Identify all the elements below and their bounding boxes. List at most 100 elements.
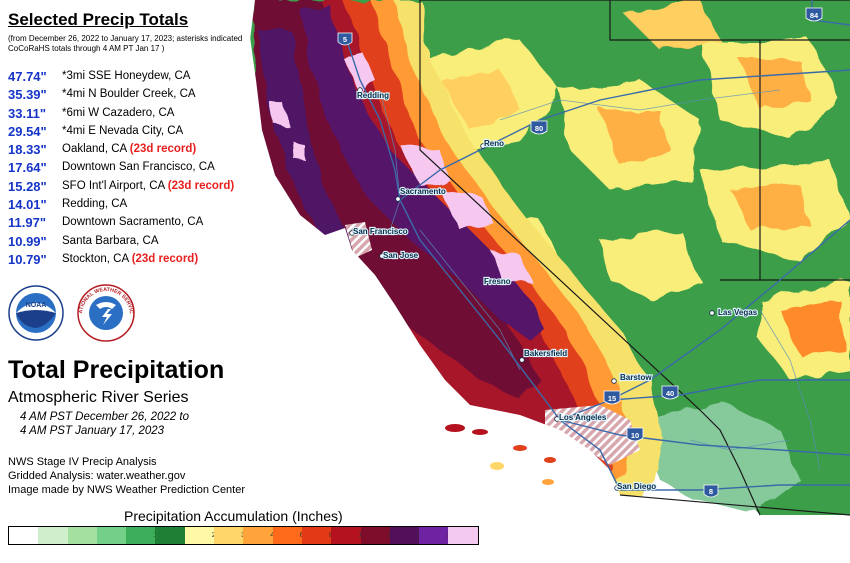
city-reno: Reno	[480, 138, 505, 149]
total-value: 18.33"	[8, 142, 47, 158]
agency-logos: NOAA NATIONAL WEATHER SERVICE	[6, 279, 148, 348]
record-badge: (23d record)	[129, 143, 197, 156]
svg-text:San Diego: San Diego	[617, 482, 656, 491]
credits: NWS Stage IV Precip Analysis Gridded Ana…	[8, 455, 245, 497]
total-location: SFO Int'l Airport, CA	[62, 179, 165, 192]
legend-swatch: 2	[184, 527, 216, 544]
svg-text:40: 40	[666, 389, 674, 398]
svg-text:Bakersfield: Bakersfield	[524, 349, 567, 358]
svg-text:Las Vegas: Las Vegas	[718, 308, 758, 317]
city-barstow: Barstow	[611, 372, 653, 384]
svg-text:15: 15	[608, 394, 616, 403]
legend-swatch: 8	[301, 527, 333, 544]
city-los-angeles: Los Angeles	[554, 412, 608, 423]
total-value: 15.28"	[8, 178, 47, 194]
city-las-vegas: Las Vegas	[709, 307, 759, 318]
legend-tick-label: 2	[212, 530, 216, 539]
city-san-diego: San Diego	[614, 481, 657, 492]
city-fresno: Fresno	[483, 276, 512, 287]
legend-swatch	[96, 527, 127, 544]
state-borders	[419, 0, 850, 516]
total-value: 33.11"	[8, 105, 46, 121]
map-title: Total Precipitation	[8, 356, 225, 384]
legend-swatch	[9, 527, 39, 544]
hwy-5-shield: 5	[337, 32, 353, 46]
total-value: 10.99"	[8, 233, 47, 249]
total-value: 14.01"	[8, 197, 47, 213]
record-badge: (23d record)	[131, 252, 199, 265]
mexico-region	[600, 495, 850, 563]
total-location: Santa Barbara, CA	[62, 234, 159, 247]
desert-light-green	[640, 400, 800, 510]
city-sacramento: Sacramento	[395, 186, 447, 202]
svg-text:8: 8	[709, 487, 713, 496]
svg-text:Redding: Redding	[357, 91, 389, 100]
svg-text:San Francisco: San Francisco	[353, 227, 408, 236]
hwy-84-shield: 84	[805, 7, 823, 22]
legend-tick-label: 6	[300, 530, 304, 539]
legend-swatch	[67, 527, 97, 544]
noaa-logo-icon: NOAA	[8, 285, 64, 341]
legend-tick-label: 1	[153, 530, 157, 539]
color-legend: 1 2 3 4 6 810152030	[8, 526, 479, 545]
legend-swatch: 3	[214, 527, 245, 544]
svg-text:5: 5	[343, 35, 347, 44]
moderate-precip-patches	[420, 0, 850, 380]
hwy-40-shield: 40	[661, 385, 679, 400]
svg-text:Sacramento: Sacramento	[400, 187, 446, 196]
svg-text:84: 84	[810, 11, 819, 20]
legend-swatch: 30	[419, 527, 455, 544]
total-value: 35.39"	[8, 87, 47, 103]
svg-text:Fresno: Fresno	[484, 277, 511, 286]
selected-totals-note: (from December 26, 2022 to January 17, 2…	[8, 34, 243, 53]
city-san-jose: San Jose	[379, 250, 420, 261]
city-redding: Redding	[356, 87, 390, 101]
credit-line: Gridded Analysis: water.weather.gov	[8, 470, 186, 482]
svg-text:10: 10	[631, 431, 639, 440]
total-location: Stockton, CA	[62, 252, 129, 265]
rivers	[379, 89, 821, 471]
date-range: 4 AM PST December 26, 2022 to 4 AM PST J…	[20, 410, 189, 438]
total-value: 10.79"	[8, 251, 47, 267]
legend-swatch: 15	[360, 527, 396, 544]
credit-line: NWS Stage IV Precip Analysis	[8, 456, 157, 468]
total-location: *6mi W Cazadero, CA	[62, 106, 175, 119]
legend-swatch	[38, 527, 68, 544]
svg-text:80: 80	[535, 124, 543, 133]
total-location: *3mi SSE Honeydew, CA	[62, 70, 191, 82]
svg-text:Reno: Reno	[484, 139, 504, 148]
legend-swatch	[155, 527, 185, 544]
svg-text:Los Angeles: Los Angeles	[559, 413, 607, 422]
total-location: Redding, CA	[62, 198, 128, 211]
hwy-80-shield: 80	[530, 120, 548, 135]
legend-tick-label: 3	[241, 530, 245, 539]
total-value: 17.64"	[8, 160, 47, 176]
highest-precip-patches	[268, 55, 530, 285]
map-subtitle: Atmospheric River Series	[8, 389, 189, 406]
svg-text:NOAA: NOAA	[26, 302, 47, 309]
hwy-10-shield: 10	[626, 427, 644, 442]
total-location: Downtown San Francisco, CA	[62, 161, 215, 174]
total-location: *4mi N Boulder Creek, CA	[62, 88, 196, 101]
legend-swatch: 1	[126, 527, 157, 544]
selected-totals-heading: Selected Precip Totals	[8, 10, 189, 29]
legend-tick-label: 4	[270, 530, 274, 539]
legend-swatch: 10	[331, 527, 367, 544]
legend-tick-label: 8	[329, 530, 333, 539]
total-value: 11.97"	[8, 215, 46, 231]
total-value: 47.74"	[8, 69, 47, 84]
svg-text:Barstow: Barstow	[620, 373, 652, 382]
legend-swatch: 6	[272, 527, 304, 544]
city-san-francisco: San Francisco	[349, 226, 409, 237]
band-purple-sierra	[300, 5, 545, 340]
socal-hatched-area	[545, 405, 640, 465]
hwy-8-shield: 8	[703, 484, 719, 498]
credit-line: Image made by NWS Weather Prediction Cen…	[8, 484, 246, 496]
legend-swatch	[448, 527, 478, 544]
total-value: 29.54"	[8, 123, 47, 139]
total-location: Downtown Sacramento, CA	[62, 216, 204, 229]
legend-title: Precipitation Accumulation (Inches)	[124, 508, 343, 524]
